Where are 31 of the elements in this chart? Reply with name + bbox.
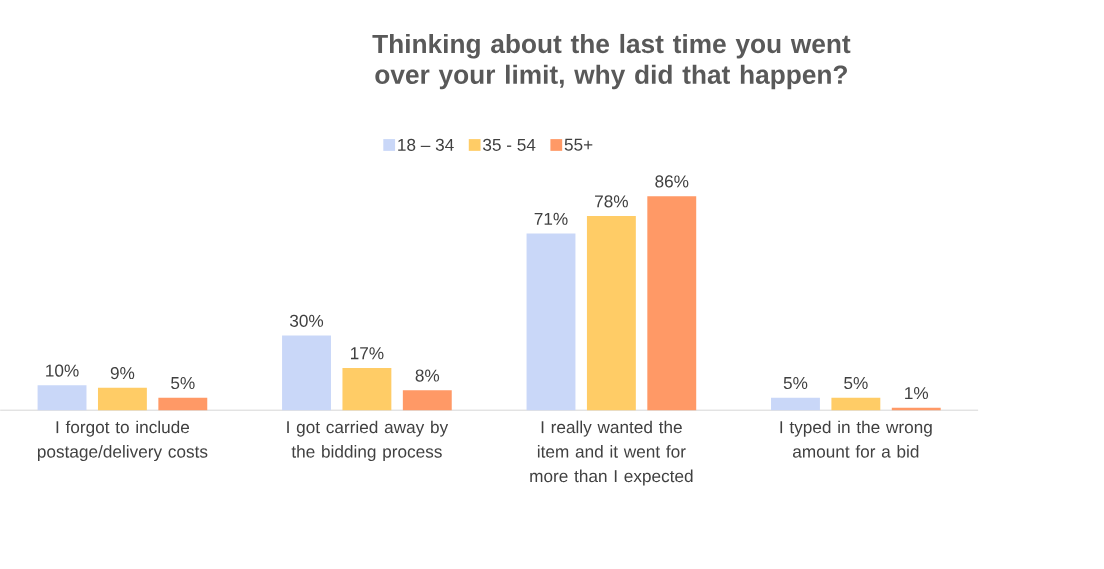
data-label: 86% [655, 175, 689, 188]
data-label: 1% [905, 387, 929, 400]
data-label: 78% [595, 195, 628, 208]
x-tick-label: I really wanted the item and it went for more than I expected [530, 420, 693, 486]
x-tick-label: I got carried away by the bidding process [287, 420, 449, 462]
bar [97, 387, 147, 411]
data-label: 5% [171, 377, 195, 390]
bar [586, 216, 636, 411]
chart-title: Thinking about the last time you went over your limit, why did that happen? [372, 34, 851, 90]
bar [771, 397, 820, 411]
bar [282, 335, 331, 411]
bar [831, 397, 881, 411]
data-label: 8% [415, 369, 440, 382]
data-label: 71% [534, 213, 568, 226]
bar [402, 390, 452, 411]
bar [647, 196, 697, 411]
legend-label: 55+ [564, 139, 593, 152]
x-tick-label: I forgot to include postage/delivery costs [37, 420, 208, 462]
bar [158, 397, 208, 411]
data-label: 5% [844, 377, 868, 390]
bar [37, 385, 87, 411]
data-label: 17% [350, 347, 384, 360]
legend-label: 35 - 54 [483, 138, 536, 152]
legend-label: 18 – 34 [398, 138, 454, 152]
data-label: 9% [110, 367, 135, 380]
data-label: 10% [46, 364, 79, 377]
data-label: 30% [289, 314, 324, 328]
data-label: 5% [783, 377, 808, 390]
bar [342, 368, 392, 411]
bar [526, 233, 576, 411]
x-tick-label: I typed in the wrong amount for a bid [780, 420, 932, 458]
